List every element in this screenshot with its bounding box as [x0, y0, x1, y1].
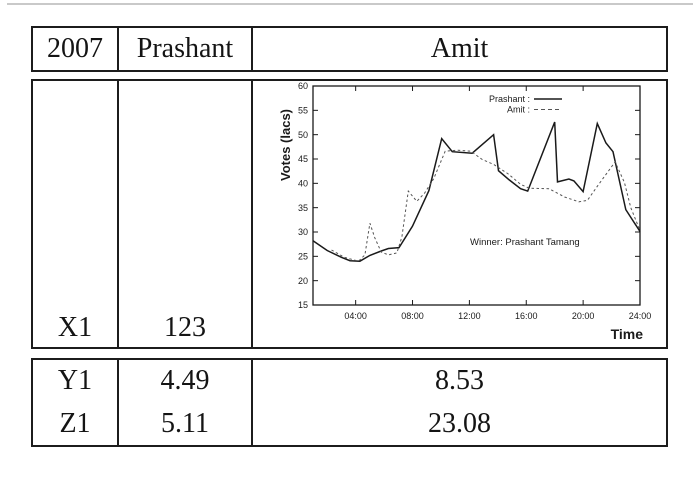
y-tick-label: 20	[298, 276, 308, 286]
header-prashant-cell: Prashant	[119, 28, 253, 70]
series-prashant-line	[312, 121, 641, 262]
y1-cell: Y1	[33, 360, 117, 403]
top-divider	[7, 3, 693, 5]
x-tick-label: 16:00	[515, 311, 538, 321]
y1-amit-cell: 8.53	[253, 360, 666, 403]
x-tick-label: 04:00	[344, 311, 367, 321]
table-bottom-section: Y1 Z1 4.49 5.11 8.53 23.08	[31, 358, 668, 447]
x1-value: 123	[164, 312, 206, 343]
z1-label: Z1	[59, 407, 91, 439]
z1-prashant-value: 5.11	[161, 407, 209, 439]
y-tick-label: 45	[298, 154, 308, 164]
y1-prashant-value: 4.49	[160, 365, 210, 397]
bottom-amit-column: 8.53 23.08	[253, 360, 666, 445]
header-year-label: 2007	[47, 33, 103, 64]
x-tick-label: 08:00	[401, 311, 424, 321]
y1-amit-value: 8.53	[435, 365, 484, 397]
y-tick-label: 60	[298, 81, 308, 91]
y-axis-title: Votes (lacs)	[278, 109, 293, 181]
y-tick-label: 35	[298, 203, 308, 213]
votes-time-chart: 15 20 25 30 35 40 45 50 55 60 04:00 08:00 12:00 16:00…	[278, 81, 652, 342]
header-prashant-label: Prashant	[136, 33, 234, 64]
series-amit-line	[331, 149, 641, 262]
header-year-cell: 2007	[33, 28, 119, 70]
y-tick-label: 30	[298, 227, 308, 237]
x1-label: X1	[57, 312, 93, 343]
z1-amit-cell: 23.08	[253, 403, 666, 446]
y-tick-label: 50	[298, 130, 308, 140]
header-amit-cell: Amit	[253, 28, 666, 70]
z1-amit-value: 23.08	[428, 407, 491, 439]
z1-cell: Z1	[33, 403, 117, 446]
x1-value-cell: 123	[119, 81, 253, 347]
y-tick-label: 55	[298, 106, 308, 116]
winner-annotation: Winner: Prashant Tamang	[470, 237, 580, 248]
x-axis-title: Time	[611, 326, 644, 342]
x-tick-label: 12:00	[458, 311, 481, 321]
x-tick-label: 20:00	[572, 311, 595, 321]
y1-label: Y1	[57, 365, 93, 397]
bottom-prashant-column: 4.49 5.11	[119, 360, 253, 445]
table-main-section: X1 123 15 20 25 30 35 40 45 50 55 60 04:00 08:00 12:…	[31, 79, 668, 349]
y-tick-label: 40	[298, 179, 308, 189]
legend-label-prashant: Prashant :	[489, 94, 530, 104]
x1-cell: X1	[33, 81, 119, 347]
header-amit-label: Amit	[430, 33, 489, 64]
x-tick-label: 24:00	[629, 311, 652, 321]
chart-frame	[312, 85, 641, 306]
y-tick-label: 15	[298, 300, 308, 310]
chart-cell: 15 20 25 30 35 40 45 50 55 60 04:00 08:00 12:00 16:00…	[253, 81, 666, 347]
table-header-section: 2007 Prashant Amit	[31, 26, 668, 72]
bottom-label-column: Y1 Z1	[33, 360, 119, 445]
y-tick-label: 25	[298, 252, 308, 262]
legend-label-amit: Amit :	[507, 105, 530, 115]
z1-prashant-cell: 5.11	[119, 403, 251, 446]
y1-prashant-cell: 4.49	[119, 360, 251, 403]
